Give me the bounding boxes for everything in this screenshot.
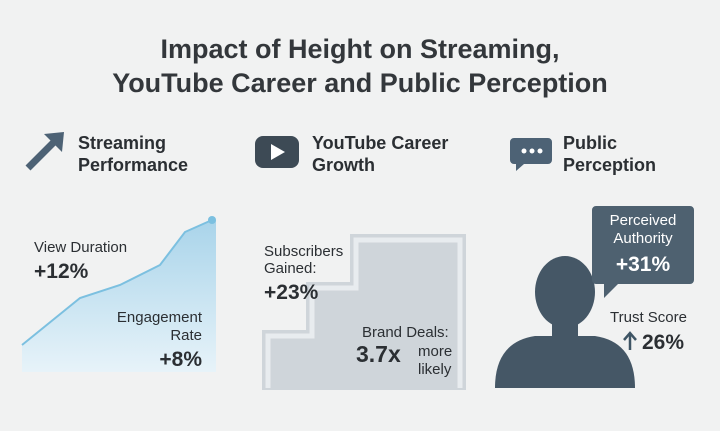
- stat-note: likely: [418, 361, 452, 378]
- stairs-edge: [265, 237, 463, 388]
- heading: Growth: [312, 155, 375, 175]
- heading: Streaming: [78, 133, 166, 153]
- heading: Public: [563, 133, 617, 153]
- up-arrow: [623, 331, 637, 350]
- heading: Perception: [563, 155, 656, 175]
- stat-value: 26%: [642, 331, 684, 354]
- area-graphic: [22, 220, 216, 372]
- stat-label: Engagement: [117, 309, 203, 326]
- chat-icon: [510, 138, 552, 171]
- stairs: [262, 234, 466, 390]
- stat-label: View Duration: [34, 239, 127, 256]
- stat-value: +8%: [159, 348, 202, 371]
- stat-value: +12%: [34, 260, 89, 283]
- trend-point: [208, 216, 216, 224]
- heading: Performance: [78, 155, 188, 175]
- stat-value: +31%: [616, 253, 671, 276]
- stat-value: 3.7x: [356, 341, 401, 367]
- title: YouTube Career and Public Perception: [112, 68, 608, 98]
- stat-label: Subscribers: [264, 243, 343, 260]
- speech-bubble: [592, 206, 694, 298]
- stat-label: Perceived: [610, 212, 677, 229]
- stat-label: Gained:: [264, 260, 317, 277]
- stat-value: +23%: [264, 281, 319, 304]
- stat-label: Rate: [170, 327, 202, 344]
- trend-icon: [25, 132, 64, 171]
- heading: YouTube Career: [312, 133, 448, 153]
- title: Impact of Height on Streaming,: [160, 34, 559, 64]
- trend-line: [21, 219, 213, 346]
- stat-label: Brand Deals:: [362, 324, 449, 341]
- stat-note: more: [418, 343, 452, 360]
- stat-label: Authority: [613, 230, 673, 247]
- stat-label: Trust Score: [610, 309, 687, 326]
- youtube-icon: [255, 136, 299, 168]
- person-silhouette: [495, 256, 635, 388]
